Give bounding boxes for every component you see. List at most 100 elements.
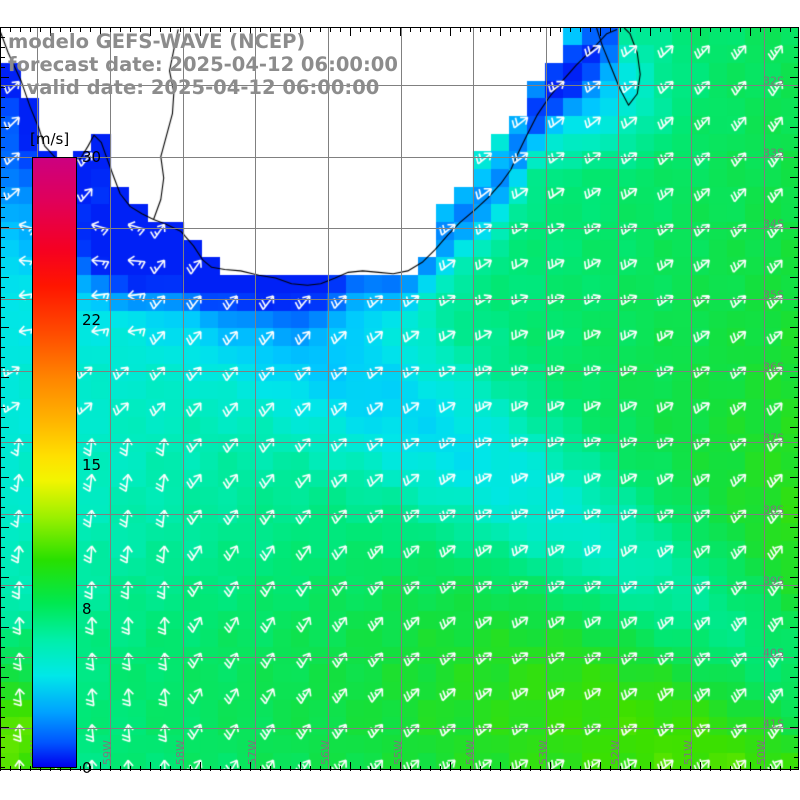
axis-tick <box>30 27 31 32</box>
axis-tick <box>350 27 351 36</box>
latitude-label-35S: 35S <box>763 288 784 302</box>
axis-tick <box>460 766 461 771</box>
forecast-date-title: forecast date: 2025-04-12 06:00:00 <box>8 53 398 76</box>
axis-tick <box>794 137 799 138</box>
axis-tick <box>40 766 41 771</box>
axis-tick <box>794 767 799 768</box>
axis-tick <box>0 577 9 578</box>
axis-tick <box>0 137 5 138</box>
axis-tick <box>794 567 799 568</box>
axis-tick <box>794 387 799 388</box>
axis-tick <box>270 766 271 771</box>
axis-tick <box>0 607 5 608</box>
axis-tick <box>490 766 491 771</box>
axis-tick <box>0 767 5 768</box>
axis-tick <box>210 766 211 771</box>
axis-tick <box>360 766 361 771</box>
model-title: modelo GEFS-WAVE (NCEP) <box>8 30 306 53</box>
axis-tick <box>480 766 481 771</box>
axis-tick <box>0 437 5 438</box>
axis-tick <box>220 27 221 32</box>
axis-tick <box>794 197 799 198</box>
colorbar-gradient[interactable] <box>32 157 77 768</box>
axis-tick <box>420 27 421 32</box>
axis-tick <box>0 287 5 288</box>
axis-tick <box>794 257 799 258</box>
axis-tick <box>0 747 5 748</box>
axis-tick <box>0 407 5 408</box>
axis-tick <box>730 27 731 32</box>
axis-tick <box>600 762 601 771</box>
axis-tick <box>0 297 5 298</box>
axis-tick <box>0 67 5 68</box>
axis-tick <box>320 27 321 32</box>
axis-tick <box>170 766 171 771</box>
axis-tick <box>410 766 411 771</box>
colorbar-tick-8: 8 <box>82 600 92 619</box>
axis-tick <box>794 617 799 618</box>
axis-tick <box>794 667 799 668</box>
axis-tick <box>0 757 5 758</box>
axis-tick <box>0 57 5 58</box>
axis-tick <box>330 766 331 771</box>
axis-tick <box>794 317 799 318</box>
axis-tick <box>0 177 9 178</box>
axis-tick <box>240 766 241 771</box>
axis-tick <box>790 677 799 678</box>
axis-tick <box>794 497 799 498</box>
axis-tick <box>0 517 5 518</box>
axis-tick <box>200 27 201 36</box>
axis-tick <box>540 27 541 32</box>
axis-tick <box>794 587 799 588</box>
gridline-lat <box>1 514 798 515</box>
axis-tick <box>250 27 251 36</box>
axis-tick <box>794 147 799 148</box>
axis-tick <box>410 27 411 32</box>
axis-tick <box>370 766 371 771</box>
axis-tick <box>160 27 161 32</box>
axis-tick <box>794 637 799 638</box>
axis-tick <box>50 27 51 36</box>
axis-tick <box>794 707 799 708</box>
axis-tick <box>0 687 5 688</box>
axis-tick <box>0 647 5 648</box>
axis-tick <box>520 766 521 771</box>
latitude-label-32S: 32S <box>763 74 784 88</box>
axis-tick <box>0 347 5 348</box>
gridline-lat <box>1 157 798 158</box>
axis-tick <box>110 27 111 32</box>
axis-tick <box>460 27 461 32</box>
axis-tick <box>780 27 781 32</box>
axis-tick <box>180 766 181 771</box>
axis-tick <box>530 27 531 32</box>
axis-tick <box>0 557 5 558</box>
axis-tick <box>0 307 5 308</box>
gridline-lon <box>255 28 256 769</box>
axis-tick <box>240 27 241 32</box>
figure-title-block: modelo GEFS-WAVE (NCEP) forecast date: 2… <box>8 30 398 99</box>
axis-tick <box>0 87 5 88</box>
axis-tick <box>360 27 361 32</box>
colorbar-tick-0: 0 <box>82 759 92 777</box>
axis-tick <box>790 766 791 771</box>
axis-tick <box>640 27 641 32</box>
axis-tick <box>794 547 799 548</box>
wind-barb-canvas <box>1 28 798 769</box>
right-tick-ruler <box>787 27 799 770</box>
axis-tick <box>390 27 391 32</box>
axis-tick <box>680 27 681 32</box>
latitude-label-39S: 39S <box>763 574 784 588</box>
axis-tick <box>0 227 9 228</box>
latitude-label-41S: 41S <box>763 717 784 731</box>
axis-tick <box>794 217 799 218</box>
axis-tick <box>620 27 621 32</box>
axis-tick <box>0 567 5 568</box>
axis-tick <box>0 147 5 148</box>
axis-tick <box>794 207 799 208</box>
top-tick-ruler <box>0 27 800 39</box>
axis-tick <box>400 27 401 36</box>
axis-tick <box>100 27 101 36</box>
axis-tick <box>790 477 799 478</box>
axis-tick <box>794 337 799 338</box>
